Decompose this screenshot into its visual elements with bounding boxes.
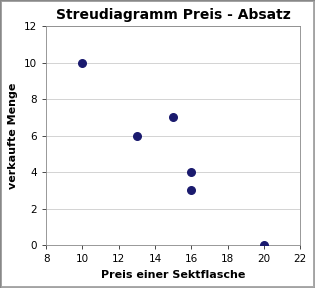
Point	[134, 133, 139, 138]
Point	[261, 243, 266, 247]
Title: Streudiagramm Preis - Absatz: Streudiagramm Preis - Absatz	[56, 8, 290, 22]
Point	[189, 188, 194, 193]
Point	[171, 115, 176, 120]
Point	[80, 60, 85, 65]
X-axis label: Preis einer Sektflasche: Preis einer Sektflasche	[101, 270, 245, 280]
Point	[189, 170, 194, 175]
Y-axis label: verkaufte Menge: verkaufte Menge	[8, 82, 18, 189]
